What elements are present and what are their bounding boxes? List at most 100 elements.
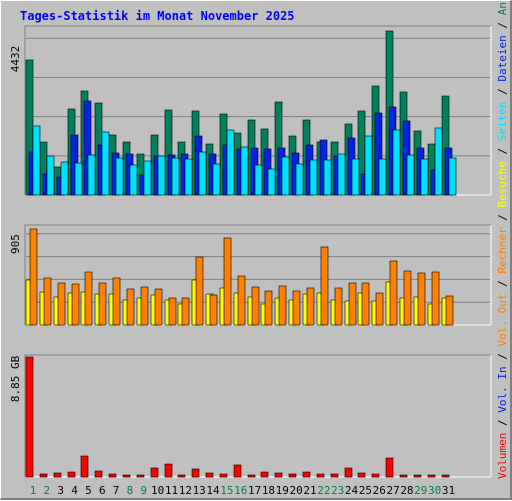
legend-item-volumen: Volumen (496, 433, 509, 479)
requests-bar-seiten-day-21 (309, 159, 318, 196)
requests-bar-dateien-day-5 (83, 100, 92, 196)
visits-bar-rechner-day-25 (361, 282, 370, 326)
visits-bar-rechner-day-21 (306, 287, 315, 326)
requests-bar-seiten-day-8 (129, 164, 138, 196)
volume-bar-volumen-day-26 (371, 473, 380, 478)
day-axis-labels: 1 2 3 4 5 6 7 8 9 10 11 12 13 14 15 16 17 18 19 20 21 22 23 24 2… (30, 484, 455, 497)
requests-bar-seiten-day-28 (406, 154, 415, 196)
day-label-17: 17 (248, 484, 261, 497)
requests-bar-seiten-day-23 (337, 153, 346, 196)
side-legend: Volumen / Vol. In / Vol. Out / Rechner /… (496, 1, 509, 479)
volume-bar-volumen-day-4 (67, 471, 76, 478)
volume-bar-volumen-day-6 (94, 470, 103, 478)
day-label-18: 18 (262, 484, 275, 497)
requests-panel: 4432 (9, 25, 492, 196)
visits-bar-rechner-day-10 (154, 288, 163, 326)
day-label-2: 2 (44, 484, 51, 497)
visits-bar-rechner-day-20 (292, 290, 301, 326)
day-label-25: 25 (359, 484, 372, 497)
visits-bar-rechner-day-22 (320, 246, 329, 326)
volume-bar-volumen-day-16 (233, 464, 242, 478)
volume-bar-volumen-day-3 (53, 472, 62, 478)
requests-bar-seiten-day-18 (267, 168, 276, 196)
requests-bar-seiten-day-31 (448, 157, 457, 196)
requests-bar-seiten-day-5 (87, 154, 96, 196)
day-label-8: 8 (127, 484, 134, 497)
day-label-14: 14 (206, 484, 220, 497)
day-label-21: 21 (303, 484, 316, 497)
volume-bar-volumen-day-31 (441, 474, 450, 478)
day-label-20: 20 (290, 484, 303, 497)
legend-separator: / (496, 413, 509, 433)
legend-separator: / (496, 274, 509, 294)
requests-bar-seiten-day-20 (295, 163, 304, 196)
volume-bar-volumen-day-18 (260, 471, 269, 478)
volume-bar-volumen-day-5 (80, 455, 89, 478)
volume-bar-volumen-day-25 (357, 472, 366, 478)
requests-bar-seiten-day-30 (434, 127, 443, 196)
visits-bar-rechner-day-24 (348, 282, 357, 326)
visits-bar-rechner-day-14 (209, 294, 218, 326)
volume-bar-volumen-day-20 (288, 473, 297, 478)
requests-bar-seiten-day-6 (101, 131, 110, 196)
day-label-3: 3 (57, 484, 64, 497)
volume-bar-volumen-day-12 (177, 474, 186, 478)
visits-bar-rechner-day-26 (375, 292, 384, 326)
requests-bar-seiten-day-3 (60, 161, 69, 196)
volume-bar-volumen-day-27 (385, 457, 394, 478)
visits-bar-rechner-day-27 (389, 260, 398, 326)
volume-max-label: 8.85 GB (9, 355, 22, 402)
visits-bar-rechner-day-11 (168, 297, 177, 326)
visits-bar-rechner-day-23 (334, 287, 343, 326)
visits-bar-rechner-day-19 (278, 285, 287, 326)
visits-bar-rechner-day-5 (84, 271, 93, 326)
visits-bar-rechner-day-13 (195, 256, 204, 326)
requests-bar-seiten-day-29 (420, 158, 429, 196)
day-label-29: 29 (414, 484, 427, 497)
volume-bar-volumen-day-8 (122, 474, 131, 478)
legend-separator: / (496, 82, 509, 102)
day-label-12: 12 (179, 484, 192, 497)
volume-bar-volumen-day-19 (274, 472, 283, 478)
day-label-16: 16 (234, 484, 247, 497)
legend-item-seiten: Seiten (496, 101, 509, 141)
day-label-19: 19 (276, 484, 289, 497)
visits-bar-rechner-day-30 (431, 271, 440, 326)
volume-bar-volumen-day-2 (39, 473, 48, 478)
legend-separator: / (496, 141, 509, 161)
day-label-22: 22 (317, 484, 330, 497)
volume-bar-volumen-day-1 (25, 356, 34, 478)
visits-bar-rechner-day-12 (181, 297, 190, 326)
visits-bar-rechner-day-16 (237, 275, 246, 326)
volume-bar-volumen-day-23 (330, 473, 339, 478)
requests-bar-seiten-day-9 (143, 160, 152, 196)
visits-bar-rechner-day-31 (445, 295, 454, 326)
volume-bar-volumen-day-30 (427, 474, 436, 478)
requests-bar-seiten-day-7 (115, 157, 124, 196)
volume-bar-volumen-day-24 (344, 467, 353, 478)
volume-bar-volumen-day-11 (164, 463, 173, 478)
legend-item-volout: Vol. Out (496, 294, 509, 347)
day-label-24: 24 (345, 484, 359, 497)
requests-bar-seiten-day-22 (323, 159, 332, 196)
visits-bar-rechner-day-28 (403, 270, 412, 326)
requests-bar-seiten-day-10 (157, 155, 166, 196)
legend-item-anfragen: Anfragen (496, 1, 509, 15)
day-label-4: 4 (71, 484, 78, 497)
volume-bar-volumen-day-9 (136, 474, 145, 478)
day-label-10: 10 (151, 484, 164, 497)
day-label-31: 31 (442, 484, 455, 497)
visits-bar-rechner-day-6 (98, 282, 107, 326)
visits-bar-rechner-day-17 (251, 286, 260, 326)
requests-bar-seiten-day-1 (32, 125, 41, 196)
visits-bar-rechner-day-2 (43, 277, 52, 326)
day-label-7: 7 (113, 484, 120, 497)
legend-item-volin: Vol. In (496, 366, 509, 412)
legend-separator: / (496, 207, 509, 227)
requests-bar-seiten-day-14 (212, 163, 221, 196)
visits-bar-rechner-day-8 (126, 288, 135, 326)
requests-bar-seiten-day-4 (74, 162, 83, 196)
volume-bar-volumen-day-7 (108, 473, 117, 478)
visits-max-label: 905 (9, 234, 22, 254)
